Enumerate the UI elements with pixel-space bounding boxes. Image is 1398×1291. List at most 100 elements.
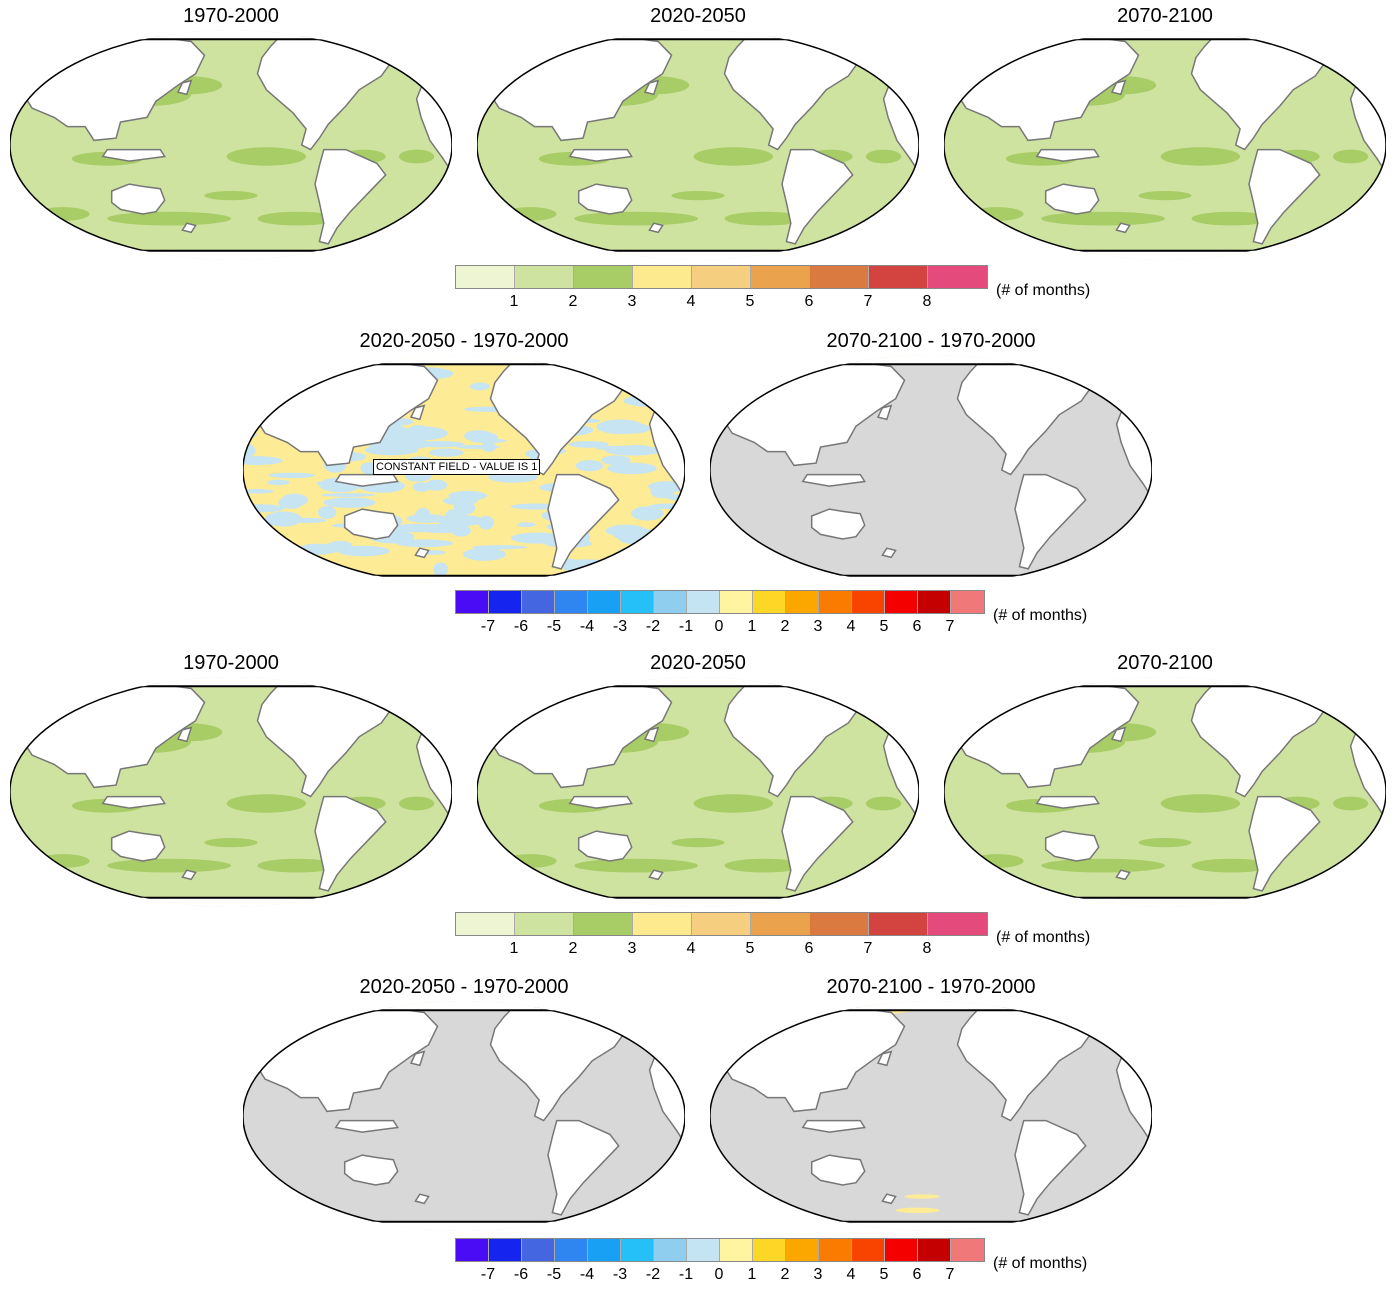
map-panel: 2020-2050	[477, 651, 919, 909]
map-panel: 1970-2000	[10, 4, 452, 262]
absolute-colorbar: 1 2 3 4 5 6 7 8 (# of months)	[455, 265, 1146, 313]
landmass-northAmerica	[956, 1007, 1096, 1122]
colorbar-units-label: (# of months)	[996, 282, 1091, 299]
landmass-southAmerica	[1014, 473, 1087, 570]
colorbar-tick-label: 6	[912, 618, 922, 635]
landmass-southAmerica	[314, 148, 387, 245]
difference-colorbar: -7 -6 -5 -4 -3 -2 -1 0 1 2 3 4 5 6 7 (# of months)	[455, 590, 1143, 638]
colorbar-swatch	[456, 591, 489, 613]
difference-colorbar: -7 -6 -5 -4 -3 -2 -1 0 1 2 3 4 5 6 7 (# of months)	[455, 1238, 1143, 1286]
landmass-australia	[110, 183, 166, 215]
landmass-indonesia	[568, 795, 633, 809]
panel-title: 2020-2050 - 1970-2000	[359, 976, 569, 998]
colorbar-tick-label: 3	[627, 940, 637, 957]
colorbar-swatch	[687, 591, 720, 613]
landmass-greenland	[599, 356, 651, 377]
colorbar-swatch	[456, 266, 515, 288]
landmass-indonesia	[101, 148, 166, 162]
map-canvas	[944, 30, 1386, 260]
colorbar-tick-label: -7	[480, 618, 496, 635]
colorbar-swatch	[555, 591, 588, 613]
colorbar-tick-label: 4	[686, 293, 696, 310]
colorbar-tick-label: 7	[863, 293, 873, 310]
colorbar-swatch	[489, 591, 522, 613]
landmass-newZealand	[881, 1193, 897, 1205]
colorbar-swatch	[819, 1239, 852, 1261]
landmass-southAmerica	[314, 795, 387, 892]
colorbar-tick-label: 6	[912, 1266, 922, 1283]
colorbar-tick-label: 7	[945, 618, 955, 635]
colorbar-swatch	[918, 591, 951, 613]
map-panel: 2070-2100	[944, 4, 1386, 262]
landmass-greenland	[833, 31, 885, 52]
colorbar-swatch	[633, 266, 692, 288]
landmass-japan	[1110, 79, 1127, 96]
colorbar-tick-label: 6	[804, 293, 814, 310]
landmass-europe	[1331, 36, 1386, 77]
colorbar-swatch	[515, 913, 574, 935]
constant-field-annotation: CONSTANT FIELD - VALUE IS 1	[373, 459, 541, 475]
map-panel: 2070-2100 - 1970-2000	[710, 975, 1152, 1233]
colorbar-swatch	[489, 1239, 522, 1261]
colorbar-swatch	[456, 1239, 489, 1261]
map-canvas	[944, 677, 1386, 907]
colorbar-tick-label: 3	[813, 618, 823, 635]
colorbar-tick-label: -4	[579, 1266, 595, 1283]
panel-title: 2020-2050	[650, 652, 746, 674]
landmass-newZealand	[648, 869, 664, 881]
colorbar-swatch	[753, 591, 786, 613]
colorbar-tick-label: 6	[804, 940, 814, 957]
landmass-europe	[397, 683, 452, 724]
colorbar-tick-label: -4	[579, 618, 595, 635]
colorbar-swatch	[621, 1239, 654, 1261]
landmass-indonesia	[801, 473, 866, 487]
map-canvas	[710, 355, 1152, 585]
landmass-southAmerica	[547, 1119, 620, 1216]
colorbar-swatch	[786, 1239, 819, 1261]
map-canvas	[10, 677, 452, 907]
colorbar-swatch	[692, 266, 751, 288]
landmass-northAmerica	[723, 36, 863, 151]
colorbar-tick-label: 7	[945, 1266, 955, 1283]
panel-title: 2070-2100	[1117, 5, 1213, 27]
landmass-greenland	[1300, 678, 1352, 699]
landmass-australia	[110, 830, 166, 862]
landmass-australia	[810, 1154, 866, 1186]
colorbar-swatch	[869, 913, 928, 935]
landmass-japan	[643, 79, 660, 96]
landmass-southAmerica	[1248, 148, 1321, 245]
map-panel: 2020-2050 - 1970-2000	[243, 975, 685, 1233]
landmass-greenland	[366, 31, 418, 52]
colorbar-swatch	[621, 591, 654, 613]
colorbar-tick-label: -1	[678, 618, 694, 635]
colorbar-swatch	[928, 913, 987, 935]
colorbar-swatch	[751, 266, 810, 288]
colorbar-swatch	[720, 591, 753, 613]
colorbar-tick-label: 2	[780, 618, 790, 635]
landmass-indonesia	[101, 795, 166, 809]
colorbar-units-label: (# of months)	[993, 607, 1088, 624]
colorbar-swatch	[951, 1239, 984, 1261]
map-panel: 2020-2050	[477, 4, 919, 262]
colorbar-swatch	[819, 591, 852, 613]
colorbar-tick-label: 1	[509, 293, 519, 310]
colorbar-swatch	[885, 1239, 918, 1261]
colorbar-tick-label: 5	[745, 940, 755, 957]
colorbar-tick-label: 0	[714, 1266, 724, 1283]
map-panel: 2020-2050 - 1970-2000 CONSTANT FIELD - V…	[243, 329, 685, 587]
map-border	[243, 364, 685, 576]
panel-title: 2070-2100 - 1970-2000	[826, 976, 1036, 998]
colorbar-swatch	[555, 1239, 588, 1261]
map-canvas	[477, 677, 919, 907]
colorbar-swatch	[753, 1239, 786, 1261]
landmass-northAmerica	[1190, 683, 1330, 798]
colorbar-swatch	[692, 913, 751, 935]
colorbar-tick-label: 2	[568, 293, 578, 310]
landmass-indonesia	[334, 1119, 399, 1133]
colorbar-swatch	[869, 266, 928, 288]
colorbar-tick-label: 1	[747, 618, 757, 635]
map-border	[710, 1010, 1152, 1222]
colorbar-units-label: (# of months)	[993, 1255, 1088, 1272]
landmass-southAmerica	[1248, 795, 1321, 892]
landmass-japan	[409, 404, 426, 421]
